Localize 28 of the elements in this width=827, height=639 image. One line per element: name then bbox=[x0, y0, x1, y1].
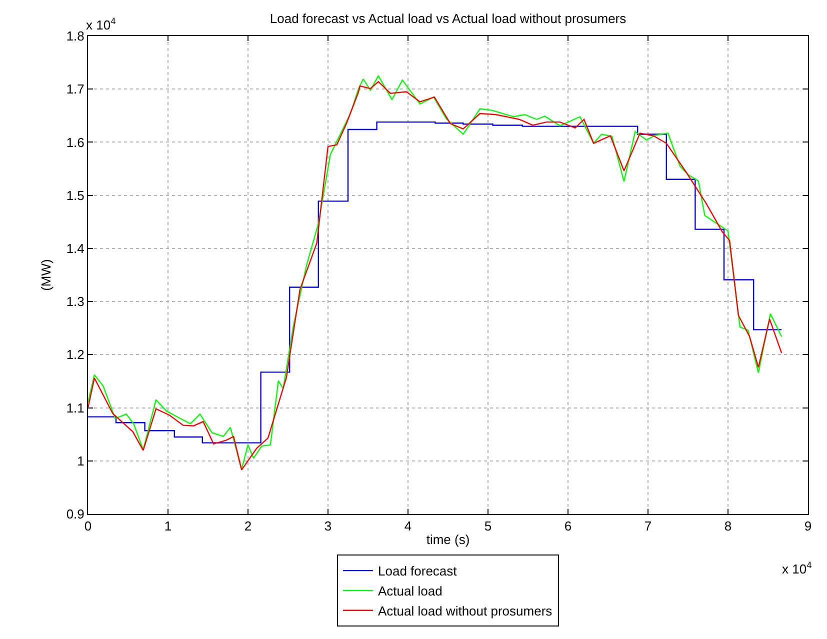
x-tick-label: 3 bbox=[324, 518, 332, 534]
y-tick-label: 1 bbox=[77, 453, 84, 468]
x-tick-label: 8 bbox=[724, 518, 732, 534]
x-tick-label: 0 bbox=[84, 518, 92, 534]
text: x 10$^{4}$ bbox=[86, 16, 116, 32]
y-axis-title: (MW) bbox=[38, 259, 54, 291]
x-tick-label: 1 bbox=[164, 518, 172, 534]
y-tick-label: 1.1 bbox=[66, 400, 84, 416]
legend-label: Actual load without prosumers bbox=[378, 603, 553, 618]
y-tick-label: 1.6 bbox=[66, 134, 84, 150]
y-tick-label: 0.9 bbox=[66, 506, 84, 522]
x-tick-label: 5 bbox=[484, 518, 492, 534]
y-tick-label: 1.2 bbox=[66, 347, 84, 362]
x-tick-label: 2 bbox=[244, 518, 252, 534]
y-tick-label: 1.5 bbox=[66, 188, 84, 203]
y-tick-label: 1.4 bbox=[66, 240, 84, 256]
text: x 10$^{4}$ bbox=[782, 560, 812, 576]
legend-label: Load forecast bbox=[378, 564, 458, 579]
y-tick-label: 1.8 bbox=[66, 28, 84, 44]
legend-label: Actual load bbox=[378, 584, 442, 599]
x-tick-label: 6 bbox=[564, 518, 572, 534]
x-tick-label: 9 bbox=[804, 518, 812, 534]
x-tick-label: 4 bbox=[404, 518, 412, 534]
x-tick-label: 7 bbox=[644, 518, 652, 534]
y-tick-label: 1.3 bbox=[66, 294, 84, 310]
chart-title: Load forecast vs Actual load vs Actual load without prosumers bbox=[270, 11, 627, 26]
x-axis-title: time (s) bbox=[426, 532, 470, 548]
y-tick-label: 1.7 bbox=[66, 82, 84, 97]
